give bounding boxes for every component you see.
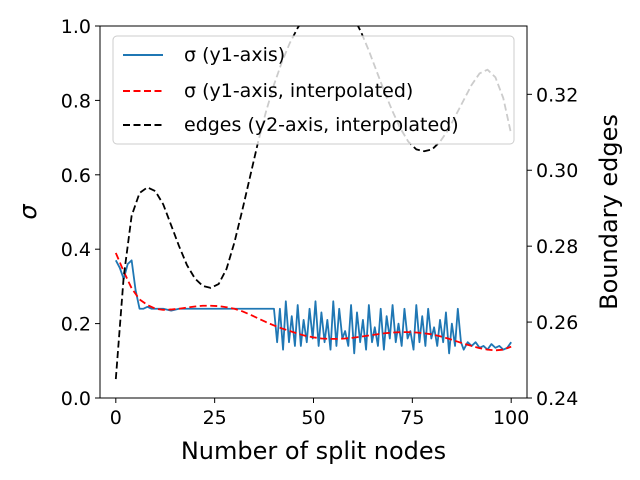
legend-label-edges: edges (y2-axis, interpolated) [184, 114, 459, 136]
y1-tick-label: 0.6 [61, 165, 91, 187]
x-axis-title: Number of split nodes [181, 437, 446, 465]
y2-tick-label: 0.32 [536, 84, 578, 106]
series-line-0 [115, 259, 512, 355]
series-line-1 [114, 252, 512, 352]
y1-tick-label: 0.8 [61, 90, 91, 112]
x-tick-label: 0 [110, 407, 122, 429]
y2-tick-label: 0.30 [536, 160, 578, 182]
x-tick-label: 75 [400, 407, 424, 429]
y1-tick-label: 0.0 [61, 388, 91, 410]
y2-tick-label: 0.24 [536, 388, 578, 410]
legend-label-sigma: σ (y1-axis) [184, 44, 285, 66]
legend-box [112, 35, 515, 145]
y2-tick-label: 0.28 [536, 236, 578, 258]
y2-tick-label: 0.26 [536, 312, 578, 334]
y2-axis: 0.24 0.26 0.28 0.30 0.32 [527, 84, 578, 410]
x-tick-label: 50 [301, 407, 325, 429]
y1-tick-label: 0.2 [61, 314, 91, 336]
y1-tick-label: 0.4 [61, 239, 91, 261]
y1-tick-label: 1.0 [61, 16, 91, 38]
y1-axis-title: σ [14, 204, 42, 220]
x-axis: 0 25 50 75 100 [110, 398, 529, 429]
x-tick-label: 100 [493, 407, 529, 429]
legend: σ (y1-axis) σ (y1-axis, interpolated) ed… [112, 35, 515, 145]
legend-label-sigma-interpolated: σ (y1-axis, interpolated) [184, 80, 413, 102]
y1-axis: 0.0 0.2 0.4 0.6 0.8 1.0 [61, 16, 100, 410]
y2-axis-title: Boundary edges [595, 114, 623, 310]
x-tick-label: 25 [203, 407, 227, 429]
